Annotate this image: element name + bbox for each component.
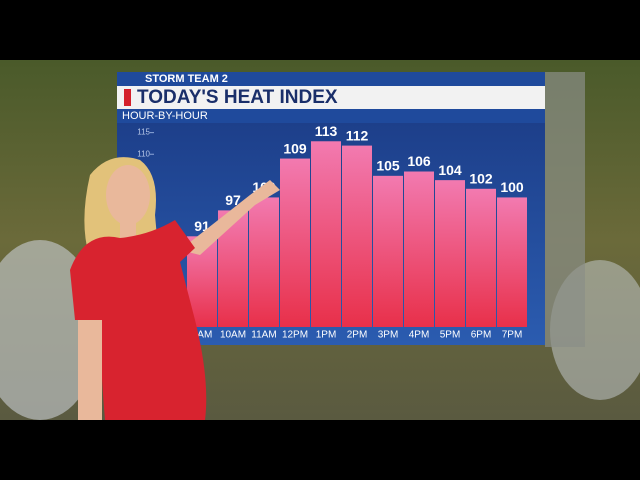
chart-title: TODAY'S HEAT INDEX <box>137 87 338 108</box>
title-bar <box>117 86 545 109</box>
panel-edge <box>545 72 585 347</box>
value-label: 105 <box>376 158 400 174</box>
x-tick-label: 1PM <box>316 330 337 341</box>
brand: STORM TEAM 2 <box>145 73 228 85</box>
x-tick-label: 6PM <box>471 330 492 341</box>
value-label: 109 <box>283 140 307 156</box>
bar <box>373 175 403 327</box>
subtitle: HOUR-BY-HOUR <box>122 110 208 122</box>
arm <box>78 320 102 420</box>
x-tick-label: 10AM <box>220 330 246 341</box>
subtitle-bar <box>117 109 545 123</box>
neck <box>120 220 136 240</box>
y-tick-label: 115 <box>137 128 150 137</box>
bar <box>249 197 279 327</box>
bar <box>311 141 341 327</box>
x-tick-label: 11AM <box>251 330 276 341</box>
value-label: 97 <box>225 192 241 208</box>
bar <box>435 180 465 327</box>
x-tick-label: 9AM <box>192 330 213 341</box>
bar <box>466 188 496 327</box>
x-tick-label: 7PM <box>502 330 523 341</box>
value-label: 106 <box>407 153 431 169</box>
bar <box>342 145 372 327</box>
bar <box>497 197 527 327</box>
x-tick-label: 4PM <box>409 330 430 341</box>
presenter <box>70 157 280 420</box>
brand-bar <box>117 72 545 86</box>
value-label: 100 <box>500 179 524 195</box>
value-label: 112 <box>346 127 369 143</box>
value-label: 104 <box>438 162 462 178</box>
arm <box>180 180 280 255</box>
x-tick-label: 2PM <box>347 330 368 341</box>
dress <box>70 220 207 420</box>
x-tick-label: 3PM <box>378 330 399 341</box>
bar <box>404 171 434 327</box>
face <box>106 165 150 225</box>
x-tick-label: 12PM <box>282 330 308 341</box>
x-tick-label: 5PM <box>440 330 461 341</box>
value-label: 102 <box>469 170 493 186</box>
chart: 110115919AM9710AM10011AM10912PM1131PM112… <box>137 123 527 341</box>
y-tick-label: 110 <box>137 149 150 158</box>
bar <box>280 158 310 327</box>
title-accent <box>124 89 131 106</box>
value-label: 113 <box>315 123 338 139</box>
